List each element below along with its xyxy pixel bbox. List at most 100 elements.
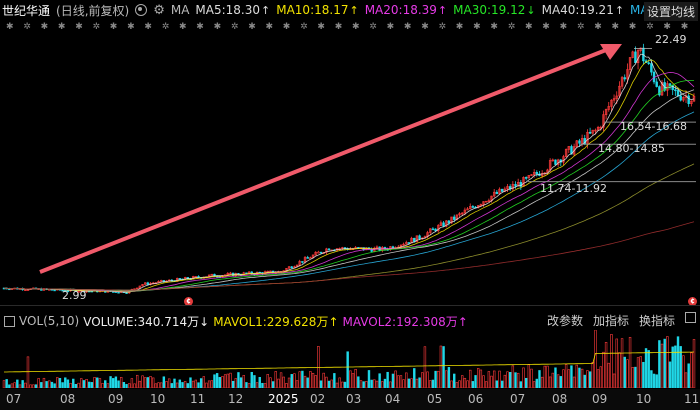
volume-bar: [40, 382, 43, 388]
event-coin-icon[interactable]: ¢: [184, 297, 193, 306]
event-marker-icon[interactable]: ✱: [352, 22, 360, 32]
adjust-mode[interactable]: (日线,前复权): [56, 3, 130, 18]
event-marker-icon[interactable]: ✱: [455, 22, 464, 32]
volume-bar: [202, 376, 206, 388]
event-marker-icon[interactable]: ✱: [317, 22, 325, 32]
volume-bar: [37, 378, 40, 388]
low-price-label: 2.99: [62, 289, 87, 302]
volume-bar: [607, 362, 610, 388]
volume-bar: [530, 368, 533, 388]
candle-body: [615, 95, 618, 99]
volume-bar: [575, 364, 578, 388]
switch-indicator-button[interactable]: 换指标: [638, 314, 675, 328]
event-marker-icon[interactable]: ✲: [230, 22, 239, 32]
volume-bar: [210, 380, 213, 388]
candle-body: [314, 251, 317, 256]
event-marker-icon[interactable]: ✱: [282, 22, 291, 32]
volume-header: VOL(5,10) VOLUME:340.714万↓ MAVOL1:229.62…: [0, 312, 700, 330]
event-marker-icon[interactable]: ✱: [213, 22, 222, 32]
volume-bar: [522, 367, 525, 388]
event-marker-icon[interactable]: ✱: [109, 22, 118, 32]
stock-name[interactable]: 世纪华通: [2, 3, 51, 18]
event-marker-icon[interactable]: ✱: [265, 22, 274, 32]
volume-bar: [354, 369, 357, 388]
candle-body: [682, 97, 685, 101]
event-marker-icon[interactable]: ✱: [473, 22, 481, 32]
candle-body: [309, 257, 312, 260]
add-indicator-button[interactable]: 加指标: [592, 314, 629, 328]
volume-bar: [178, 379, 182, 388]
candle-body: [143, 282, 147, 285]
event-marker-icon[interactable]: ✱: [594, 22, 602, 32]
volume-bar: [418, 377, 421, 388]
volume-buttons: 改参数 加指标 换指标: [547, 312, 696, 329]
volume-bar: [389, 381, 392, 388]
candle-body: [626, 69, 629, 80]
set-ma-button[interactable]: 设置均线: [643, 2, 698, 21]
eye-icon[interactable]: [135, 4, 148, 16]
volume-chart[interactable]: [0, 330, 700, 388]
volume-bar: [407, 378, 411, 388]
candle-body: [676, 90, 680, 97]
event-marker-icon[interactable]: ✱: [628, 22, 637, 32]
ma-line-5: [3, 53, 695, 293]
event-marker-icon[interactable]: ✱: [40, 22, 49, 32]
event-marker-icon[interactable]: ✱: [6, 22, 14, 32]
volume-bar: [405, 372, 408, 388]
volume-bar: [167, 378, 171, 388]
axis-label: 04: [385, 392, 401, 406]
volume-bar: [658, 340, 661, 388]
volume-bar: [271, 381, 275, 388]
event-marker-icon[interactable]: ✱: [611, 22, 620, 32]
event-marker-icon[interactable]: ✱: [421, 22, 429, 32]
event-marker-icon[interactable]: ✱: [663, 22, 671, 32]
event-marker-icon[interactable]: ✲: [161, 22, 170, 32]
event-marker-icon[interactable]: ✱: [403, 22, 412, 32]
event-marker-icon[interactable]: ✱: [386, 22, 395, 32]
volume-bar: [554, 367, 557, 388]
event-marker-icon[interactable]: ✱: [490, 22, 498, 32]
volume-bar: [205, 382, 208, 388]
volume-bar: [45, 381, 48, 388]
vol-indicator-name[interactable]: VOL(5,10): [19, 314, 80, 328]
event-marker-icon[interactable]: ✲: [92, 22, 101, 32]
event-marker-icon[interactable]: ✱: [559, 22, 568, 32]
volume-bar: [615, 338, 618, 388]
event-marker-icon[interactable]: ✲: [507, 22, 516, 32]
panel-toggle-icon[interactable]: [685, 312, 696, 323]
gear-icon[interactable]: ⚙: [153, 2, 165, 18]
event-marker-icon[interactable]: ✱: [248, 22, 256, 32]
event-marker-icon[interactable]: ✱: [179, 22, 187, 32]
event-marker-icon[interactable]: ✱: [525, 22, 533, 32]
candle-body: [450, 216, 453, 224]
candle-body: [24, 289, 27, 292]
mavol1-line: [4, 351, 695, 373]
event-marker-icon[interactable]: ✱: [75, 22, 83, 32]
edit-params-button[interactable]: 改参数: [546, 314, 583, 328]
candle-body: [431, 228, 435, 231]
event-marker-icon[interactable]: ✱: [542, 22, 550, 32]
volume-bar: [562, 369, 565, 388]
event-marker-icon[interactable]: ✲: [576, 22, 585, 32]
candle-body: [146, 282, 150, 285]
event-marker-icon[interactable]: ✱: [196, 22, 204, 32]
event-marker-icon[interactable]: ✲: [369, 22, 377, 32]
event-marker-icon[interactable]: ✱: [680, 22, 689, 32]
candle-body: [692, 95, 696, 102]
event-marker-icon[interactable]: ✲: [438, 22, 447, 32]
event-marker-icon[interactable]: ✱: [334, 22, 343, 32]
candle-body: [125, 292, 128, 294]
event-marker-icon[interactable]: ✱: [127, 22, 135, 32]
trend-arrow-line: [39, 48, 607, 274]
price-chart[interactable]: [0, 36, 700, 298]
event-marker-icon[interactable]: ✱: [144, 22, 152, 32]
volume-bar: [109, 376, 112, 388]
square-icon[interactable]: [4, 315, 15, 327]
event-coin-icon[interactable]: ¢: [688, 297, 697, 306]
event-marker-icon[interactable]: ✱: [57, 22, 66, 32]
candle-body: [458, 213, 461, 216]
event-marker-icon[interactable]: ✲: [23, 22, 31, 32]
event-marker-icon[interactable]: ✲: [300, 22, 308, 32]
event-marker-icon[interactable]: ✲: [646, 22, 654, 32]
volume-bar: [431, 379, 435, 388]
